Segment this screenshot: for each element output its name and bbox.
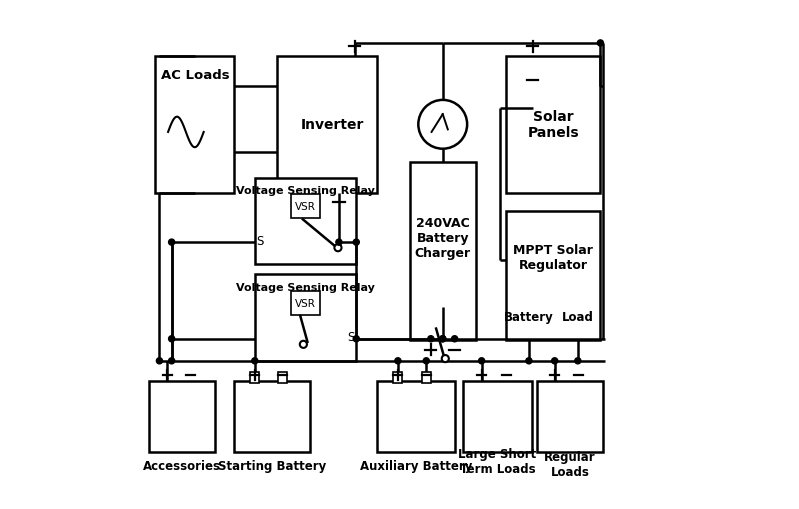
Circle shape — [395, 358, 401, 364]
Circle shape — [157, 358, 162, 364]
Bar — [255, 178, 356, 265]
Bar — [149, 381, 216, 453]
Circle shape — [423, 358, 429, 364]
Circle shape — [335, 245, 341, 252]
Circle shape — [353, 336, 360, 342]
Bar — [507, 56, 600, 193]
Text: AC Loads: AC Loads — [161, 69, 230, 82]
Bar — [278, 372, 287, 383]
Circle shape — [574, 358, 581, 364]
Text: MPPT Solar
Regulator: MPPT Solar Regulator — [514, 244, 594, 272]
Bar — [393, 372, 403, 383]
Text: Voltage Sensing Relay: Voltage Sensing Relay — [236, 282, 375, 292]
Circle shape — [526, 358, 532, 364]
Bar — [291, 291, 320, 316]
Text: Auxiliary Battery: Auxiliary Battery — [360, 459, 472, 472]
Circle shape — [598, 41, 603, 47]
Bar — [422, 372, 431, 383]
Text: Battery: Battery — [504, 310, 554, 324]
Circle shape — [439, 336, 446, 342]
Circle shape — [169, 336, 175, 342]
Text: 240VAC
Battery
Charger: 240VAC Battery Charger — [415, 216, 471, 259]
Circle shape — [419, 101, 467, 150]
Bar — [291, 194, 320, 219]
Text: S: S — [347, 330, 355, 344]
Circle shape — [427, 336, 434, 342]
Bar — [250, 372, 260, 383]
Bar — [234, 381, 311, 453]
Circle shape — [353, 240, 360, 246]
Text: Voltage Sensing Relay: Voltage Sensing Relay — [236, 186, 375, 196]
Text: Solar
Panels: Solar Panels — [527, 110, 579, 140]
Circle shape — [439, 336, 446, 342]
Bar — [277, 56, 376, 193]
Bar — [376, 381, 455, 453]
Text: VSR: VSR — [295, 202, 316, 212]
Text: Regular
Loads: Regular Loads — [544, 450, 596, 478]
Circle shape — [551, 358, 558, 364]
Bar — [507, 211, 600, 341]
Circle shape — [336, 240, 342, 246]
Text: Inverter: Inverter — [300, 118, 364, 132]
Circle shape — [169, 358, 175, 364]
Bar — [463, 381, 532, 453]
Bar — [255, 275, 356, 361]
Text: Large Short
Term Loads: Large Short Term Loads — [459, 447, 537, 475]
Circle shape — [442, 355, 449, 362]
Text: Accessories: Accessories — [143, 459, 221, 472]
Circle shape — [479, 358, 485, 364]
Text: Starting Battery: Starting Battery — [218, 459, 327, 472]
Circle shape — [252, 358, 258, 364]
Text: VSR: VSR — [295, 298, 316, 308]
Bar — [537, 381, 603, 453]
Circle shape — [451, 336, 458, 342]
Text: Load: Load — [562, 310, 594, 324]
Bar — [410, 163, 475, 341]
Circle shape — [169, 240, 175, 246]
Bar — [155, 56, 234, 193]
Text: S: S — [256, 234, 264, 247]
Circle shape — [300, 341, 307, 348]
